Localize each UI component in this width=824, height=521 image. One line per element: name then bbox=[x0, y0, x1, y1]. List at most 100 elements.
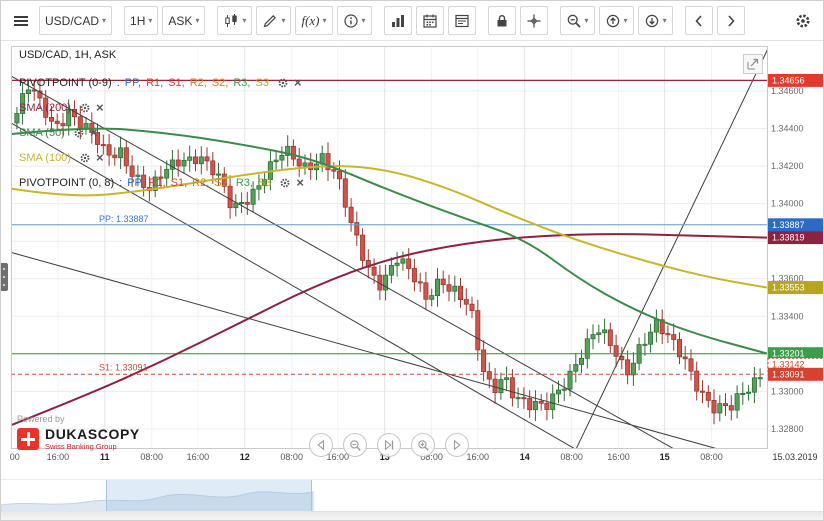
bottom-filler bbox=[1, 512, 823, 520]
svg-text:1.33553: 1.33553 bbox=[772, 283, 805, 293]
svg-text:1.33142: 1.33142 bbox=[772, 360, 805, 370]
pivot-level-lines bbox=[11, 79, 768, 375]
menu-button[interactable] bbox=[7, 6, 35, 35]
lock-scale-icon bbox=[494, 13, 510, 29]
legend-row-sma-200-: SMA (200) × bbox=[19, 95, 304, 120]
pivot-level-link-r2[interactable]: R2, bbox=[189, 76, 207, 89]
svg-text:1.33819: 1.33819 bbox=[772, 233, 805, 243]
step-back-button[interactable] bbox=[309, 433, 333, 457]
pivot-level-link-s2[interactable]: S2, bbox=[214, 176, 231, 189]
settings-icon bbox=[794, 12, 812, 30]
svg-text:16:00: 16:00 bbox=[187, 452, 210, 462]
side-panel-drag-handle[interactable] bbox=[1, 263, 8, 291]
legend-row-sma-100-: SMA (100) × bbox=[19, 145, 304, 170]
time-axis: 00 16:00 11 08:00 16:00 12 08:00 16:00 13 08:00 16… bbox=[10, 452, 818, 462]
step-forward-button[interactable] bbox=[445, 433, 469, 457]
legend-row-sma-50-: SMA (50) × bbox=[19, 120, 304, 145]
indicator-settings-gear-icon[interactable] bbox=[279, 177, 291, 189]
chart-type-select-icon bbox=[223, 13, 239, 29]
svg-text:08:00: 08:00 bbox=[140, 452, 163, 462]
indicator-remove-icon[interactable]: × bbox=[89, 125, 98, 140]
zoom-in-nav-button[interactable] bbox=[411, 433, 435, 457]
svg-text:16:00: 16:00 bbox=[327, 452, 350, 462]
zoom-preset-up-button[interactable]: ▾ bbox=[598, 6, 634, 35]
expand-icon[interactable] bbox=[743, 54, 763, 74]
svg-text:00: 00 bbox=[10, 452, 20, 462]
zoom-out-nav-button[interactable] bbox=[343, 433, 367, 457]
draw-tools-button[interactable]: ▾ bbox=[256, 6, 292, 35]
symbol-select-button[interactable]: USD/CAD ▾ bbox=[39, 6, 113, 35]
lock-scale-button[interactable] bbox=[487, 6, 516, 35]
pivot-level-link-pp[interactable]: PP, bbox=[127, 176, 144, 189]
pivot-level-link-pp[interactable]: PP, bbox=[124, 76, 142, 89]
svg-text:1.34600: 1.34600 bbox=[771, 86, 804, 96]
pivot-level-link-r1[interactable]: R1, bbox=[146, 76, 164, 89]
sma-100-line[interactable] bbox=[11, 165, 768, 289]
indicator-settings-gear-icon[interactable] bbox=[79, 152, 91, 164]
info-button[interactable]: ▾ bbox=[336, 6, 372, 35]
svg-text:14: 14 bbox=[520, 452, 530, 462]
chart-nav-controls bbox=[309, 433, 469, 457]
zoom-out-button[interactable]: ▾ bbox=[559, 6, 595, 35]
svg-text:1.32800: 1.32800 bbox=[771, 424, 804, 434]
svg-text:08:00: 08:00 bbox=[280, 452, 303, 462]
crosshair-button[interactable] bbox=[519, 6, 548, 35]
timeframe-select-button[interactable]: 1H ▾ bbox=[124, 6, 159, 35]
pivot-level-link-r1[interactable]: R1, bbox=[148, 176, 166, 189]
pivot-level-link-s1[interactable]: S1, bbox=[170, 176, 188, 189]
pivot-level-link-r3[interactable]: R3, bbox=[233, 76, 251, 89]
indicator-name: PIVOTPOINT (0, 8) bbox=[19, 176, 115, 189]
scroll-right-button[interactable] bbox=[716, 6, 745, 35]
chevron-down-icon: ▾ bbox=[662, 16, 667, 25]
sma-200-line[interactable] bbox=[11, 233, 768, 427]
news-panel-icon bbox=[454, 13, 470, 29]
pivot-level-link-s1[interactable]: S1, bbox=[168, 76, 185, 89]
indicator-remove-icon[interactable]: × bbox=[95, 100, 104, 115]
price-side-select-label: ASK bbox=[168, 13, 193, 28]
indicator-settings-gear-icon[interactable] bbox=[73, 127, 85, 139]
volume-toggle-button[interactable] bbox=[383, 6, 412, 35]
legend-separator: : bbox=[116, 76, 120, 89]
svg-text:12: 12 bbox=[240, 452, 250, 462]
pivot-level-link-s3[interactable]: S3 bbox=[255, 76, 269, 89]
indicator-remove-icon[interactable]: × bbox=[293, 75, 302, 90]
price-tags: 1.34656 1.33887 1.33819 1.33553 1.332011.331… bbox=[767, 73, 823, 381]
scroll-left-button[interactable] bbox=[684, 6, 713, 35]
pivot-level-link-s3[interactable]: S3 bbox=[257, 176, 272, 189]
crosshair-icon bbox=[526, 13, 542, 29]
powered-by-label: Powered by bbox=[17, 414, 65, 424]
zoom-preset-down-button[interactable]: ▾ bbox=[637, 6, 673, 35]
toolbar: USD/CAD ▾ 1H ▾ ASK ▾ ▾ ▾ f(x) ▾ ▾ ▾ ▾ ▾ bbox=[1, 1, 823, 41]
pivot-level-link-s2[interactable]: S2, bbox=[211, 76, 229, 89]
svg-text:16:00: 16:00 bbox=[47, 452, 70, 462]
chart-area: PP: 1.33887 S1: 1.33091 1.34600 1.34400 1.34… bbox=[1, 41, 824, 471]
calendar-button[interactable] bbox=[415, 6, 444, 35]
price-axis: 1.346001.344001.342001.340001.338001.336… bbox=[771, 86, 804, 434]
indicators-button[interactable]: f(x) ▾ bbox=[295, 6, 333, 35]
indicator-settings-gear-icon[interactable] bbox=[277, 77, 289, 89]
timeline-navigator[interactable] bbox=[1, 479, 823, 513]
navigator-selection[interactable] bbox=[106, 480, 313, 511]
svg-text:08:00: 08:00 bbox=[420, 452, 443, 462]
news-panel-button[interactable] bbox=[447, 6, 476, 35]
indicator-remove-icon[interactable]: × bbox=[95, 150, 104, 165]
s1-line-label: S1: 1.33091 bbox=[99, 362, 148, 372]
axis-date-label: 15.03.2019 bbox=[772, 452, 817, 462]
chart-type-select-button[interactable]: ▾ bbox=[217, 6, 253, 35]
pivot-level-link-r3[interactable]: R3, bbox=[235, 176, 253, 189]
trend-lines[interactable] bbox=[11, 49, 768, 471]
sma-50-line[interactable] bbox=[11, 127, 768, 355]
symbol-select-label: USD/CAD bbox=[45, 13, 100, 28]
price-side-select-button[interactable]: ASK ▾ bbox=[162, 6, 206, 35]
svg-text:1.33887: 1.33887 bbox=[772, 220, 805, 230]
indicator-settings-gear-icon[interactable] bbox=[79, 102, 91, 114]
chevron-down-icon: ▾ bbox=[195, 16, 200, 25]
svg-text:16:00: 16:00 bbox=[467, 452, 490, 462]
settings-button[interactable] bbox=[789, 6, 817, 35]
jump-latest-button[interactable] bbox=[377, 433, 401, 457]
indicator-remove-icon[interactable]: × bbox=[296, 175, 304, 190]
menu-icon bbox=[12, 13, 30, 29]
pivot-level-link-r2[interactable]: R2, bbox=[192, 176, 210, 189]
